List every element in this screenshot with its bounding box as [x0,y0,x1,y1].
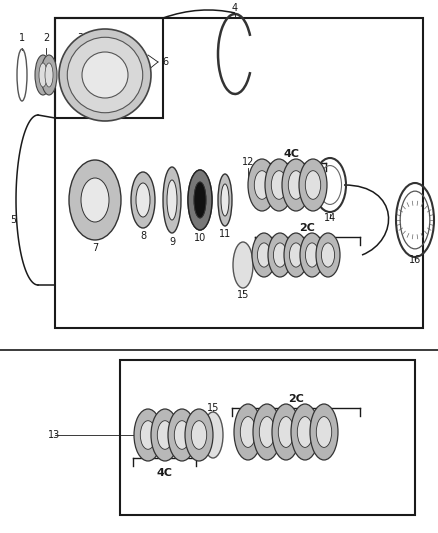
Ellipse shape [174,421,190,449]
Text: 12: 12 [242,157,254,167]
Text: 13: 13 [48,430,60,440]
Ellipse shape [258,243,271,267]
Text: 3: 3 [77,33,83,43]
Ellipse shape [233,242,253,288]
Ellipse shape [291,404,319,460]
Ellipse shape [259,417,275,447]
Ellipse shape [278,417,294,447]
Ellipse shape [35,55,51,95]
Ellipse shape [218,174,232,226]
Ellipse shape [69,160,121,240]
Ellipse shape [81,178,109,222]
Ellipse shape [300,233,324,277]
Ellipse shape [305,171,321,199]
Ellipse shape [284,233,308,277]
Text: 6: 6 [162,57,168,67]
Ellipse shape [82,52,128,98]
Text: 2C: 2C [300,223,315,233]
Ellipse shape [254,171,270,199]
Ellipse shape [157,421,173,449]
Text: 15: 15 [207,403,219,413]
Ellipse shape [252,233,276,277]
Text: 7: 7 [92,243,98,253]
Ellipse shape [191,421,207,449]
Text: 4: 4 [232,3,238,13]
Text: 11: 11 [219,229,231,239]
Ellipse shape [140,421,155,449]
Ellipse shape [321,243,335,267]
Ellipse shape [168,409,196,461]
Text: 2: 2 [43,33,49,43]
Ellipse shape [282,159,310,211]
Text: 14: 14 [324,213,336,223]
Ellipse shape [188,170,212,230]
Ellipse shape [131,172,155,228]
Ellipse shape [39,63,47,87]
Ellipse shape [185,409,213,461]
Ellipse shape [240,417,256,447]
Ellipse shape [203,412,223,458]
Ellipse shape [45,63,53,87]
Text: 4C: 4C [284,149,300,159]
Bar [55,18,163,118]
Ellipse shape [253,404,281,460]
Text: 4C: 4C [156,468,173,478]
Ellipse shape [297,417,313,447]
Ellipse shape [305,243,318,267]
Text: 5: 5 [10,215,16,225]
Bar [55,18,423,328]
Ellipse shape [271,171,287,199]
Ellipse shape [167,180,177,220]
Text: 8: 8 [140,231,146,241]
Ellipse shape [248,159,276,211]
Ellipse shape [188,170,212,230]
Ellipse shape [273,243,286,267]
Ellipse shape [59,29,151,121]
Ellipse shape [151,409,179,461]
Text: 16: 16 [409,255,421,265]
Ellipse shape [265,159,293,211]
Text: 15: 15 [237,290,249,300]
Ellipse shape [194,182,206,218]
Ellipse shape [41,55,57,95]
Bar [120,360,415,515]
Ellipse shape [290,243,303,267]
Ellipse shape [316,417,332,447]
Ellipse shape [268,233,292,277]
Text: 9: 9 [169,237,175,247]
Ellipse shape [310,404,338,460]
Ellipse shape [134,409,162,461]
Ellipse shape [194,182,206,218]
Text: 2C: 2C [288,394,304,404]
Text: 1: 1 [19,33,25,43]
Text: 10: 10 [194,233,206,243]
Ellipse shape [136,183,150,217]
Ellipse shape [316,233,340,277]
Ellipse shape [288,171,304,199]
Ellipse shape [67,37,143,112]
Ellipse shape [221,184,229,216]
Ellipse shape [234,404,262,460]
Ellipse shape [163,167,181,233]
Ellipse shape [299,159,327,211]
Ellipse shape [272,404,300,460]
